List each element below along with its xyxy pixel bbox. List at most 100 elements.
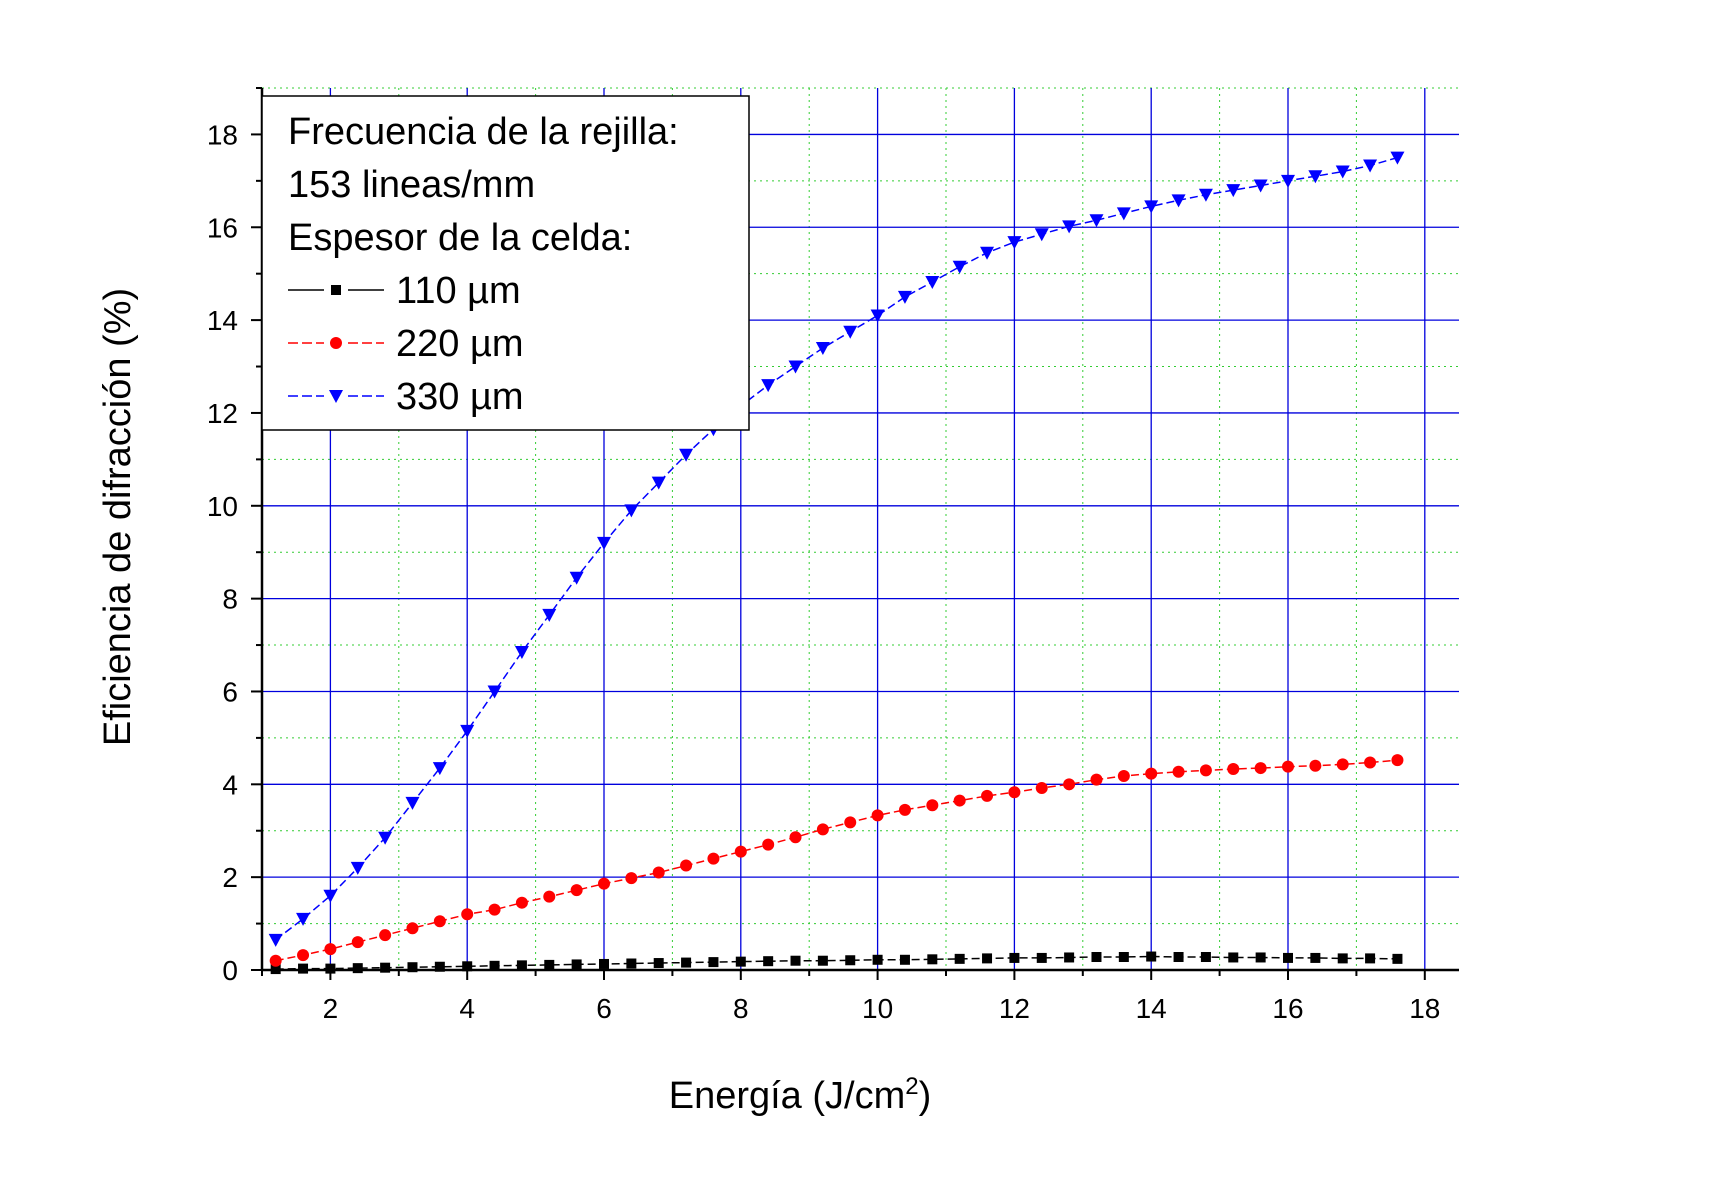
data-point [1364,756,1377,769]
data-point [1226,184,1241,198]
x-tick-label: 10 [862,993,893,1024]
data-point [514,646,529,660]
data-point [1007,236,1022,250]
series-layer [268,151,1405,975]
data-point [651,476,666,490]
data-point [790,955,801,966]
data-point [788,360,803,374]
data-point [352,963,363,974]
y-tick-label: 14 [207,305,238,336]
data-point [598,877,610,890]
data-point [1200,952,1211,963]
data-point [270,964,281,975]
data-point [406,922,419,935]
data-point [1009,952,1020,963]
axes: 2 4 6 8 10 12 14 16 18 0 2 4 6 8 10 12 14 16 18 [207,87,1459,1024]
data-point [1198,188,1213,202]
series-0 [270,951,1403,975]
y-tick-label: 8 [222,584,238,615]
data-point [1308,170,1323,184]
x-tick-label: 6 [596,993,612,1024]
legend-entry-label: 110 µm [396,270,521,312]
data-point [1253,179,1268,193]
data-point [679,448,694,462]
data-point [571,959,582,970]
legend: Frecuencia de la rejilla: 153 lineas/mm Es… [261,95,750,431]
data-point [516,960,527,971]
data-point [762,838,775,851]
data-point [434,961,445,972]
data-point [789,831,802,844]
y-axis-title: Eficiencia de difracción (%) [97,288,139,746]
data-point [1117,769,1130,782]
y-tick-label: 12 [207,398,238,429]
data-point [844,816,857,829]
data-point [1227,762,1240,775]
y-tick-label: 2 [222,862,238,893]
data-point [927,954,938,965]
data-point [543,890,556,903]
data-point [1036,952,1047,963]
data-point [570,884,583,897]
x-tick-label: 4 [459,993,475,1024]
data-point [1090,773,1103,786]
legend-entry-label: 220 µm [396,323,524,365]
data-point [1035,782,1048,795]
data-point [982,953,993,964]
data-point [432,762,447,776]
data-point [626,958,637,969]
data-point [489,960,500,971]
data-point [1281,174,1295,188]
data-point [980,246,995,260]
data-point [1145,767,1158,780]
data-point [1391,754,1404,767]
data-point [953,794,966,807]
legend-box [261,95,750,431]
x-tick-label: 8 [733,993,749,1024]
x-tick-label: 12 [999,993,1030,1024]
x-axis-title: Energía (J/cm2) [669,1073,932,1117]
data-point [544,959,555,970]
data-point [569,571,584,585]
data-point [925,276,940,290]
x-tick-label: 16 [1272,993,1303,1024]
data-point [1309,759,1322,772]
data-point [708,957,719,968]
data-point [461,908,474,921]
data-point [487,685,502,699]
data-point [681,957,692,968]
data-point [407,962,418,973]
data-point [350,861,365,875]
data-point [1255,952,1266,963]
data-point [269,954,282,967]
data-point [488,903,501,916]
data-point [462,961,473,972]
data-point [1062,220,1077,234]
y-tick-label: 6 [222,676,238,707]
data-point [763,956,774,967]
x-axis-title-superscript: 2 [905,1073,918,1100]
data-point [735,956,746,967]
y-tick-label: 10 [207,491,238,522]
data-point [625,872,638,885]
data-point [1146,951,1157,962]
data-point [1034,228,1049,242]
data-point [653,958,664,969]
data-point [1336,758,1349,771]
data-point [460,724,475,738]
data-point [897,290,912,304]
data-point [872,954,883,965]
data-point [899,954,910,965]
data-point [325,963,336,974]
data-point [1310,952,1321,963]
data-point [954,953,965,964]
data-point [898,803,911,816]
data-point [652,866,665,879]
data-point [952,260,967,274]
series-1 [269,754,1404,967]
data-point [1283,952,1293,963]
legend-header-line: Espesor de la celda: [288,217,632,259]
data-point [380,962,391,973]
data-point [1254,762,1267,775]
